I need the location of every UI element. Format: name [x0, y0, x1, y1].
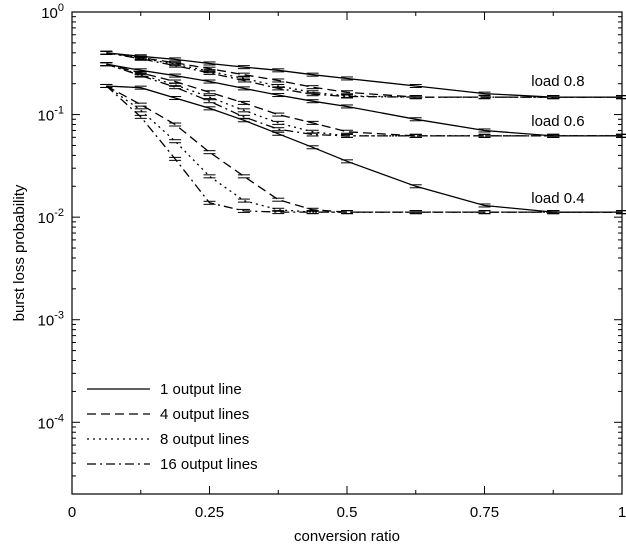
- load-annotation: load 0.4: [531, 190, 584, 207]
- x-tick-label: 0.75: [470, 504, 499, 521]
- legend-label: 4 output lines: [160, 406, 249, 423]
- legend-label: 16 output lines: [160, 456, 258, 473]
- x-tick-label: 1: [618, 504, 626, 521]
- legend: 1 output line 4 output lines 8 output line…: [87, 381, 258, 473]
- y-tick-label: 10-4: [38, 412, 64, 432]
- y-tick-label: 10-3: [38, 310, 64, 330]
- x-axis-label: conversion ratio: [294, 528, 400, 545]
- legend-label: 8 output lines: [160, 431, 249, 448]
- y-tick-label: 10-2: [38, 207, 64, 227]
- x-tick-label: 0.25: [195, 504, 224, 521]
- x-tick-label: 0: [68, 504, 76, 521]
- legend-label: 1 output line: [160, 381, 242, 398]
- load-annotations: load 0.8 load 0.6 load 0.4: [531, 73, 584, 207]
- y-tick-label: 100: [41, 2, 64, 22]
- y-axis-label: burst loss probability: [11, 184, 28, 321]
- y-tick-label: 10-1: [38, 105, 64, 125]
- load-annotation: load 0.6: [531, 113, 584, 130]
- x-tick-label: 0.5: [337, 504, 358, 521]
- load-annotation: load 0.8: [531, 73, 584, 90]
